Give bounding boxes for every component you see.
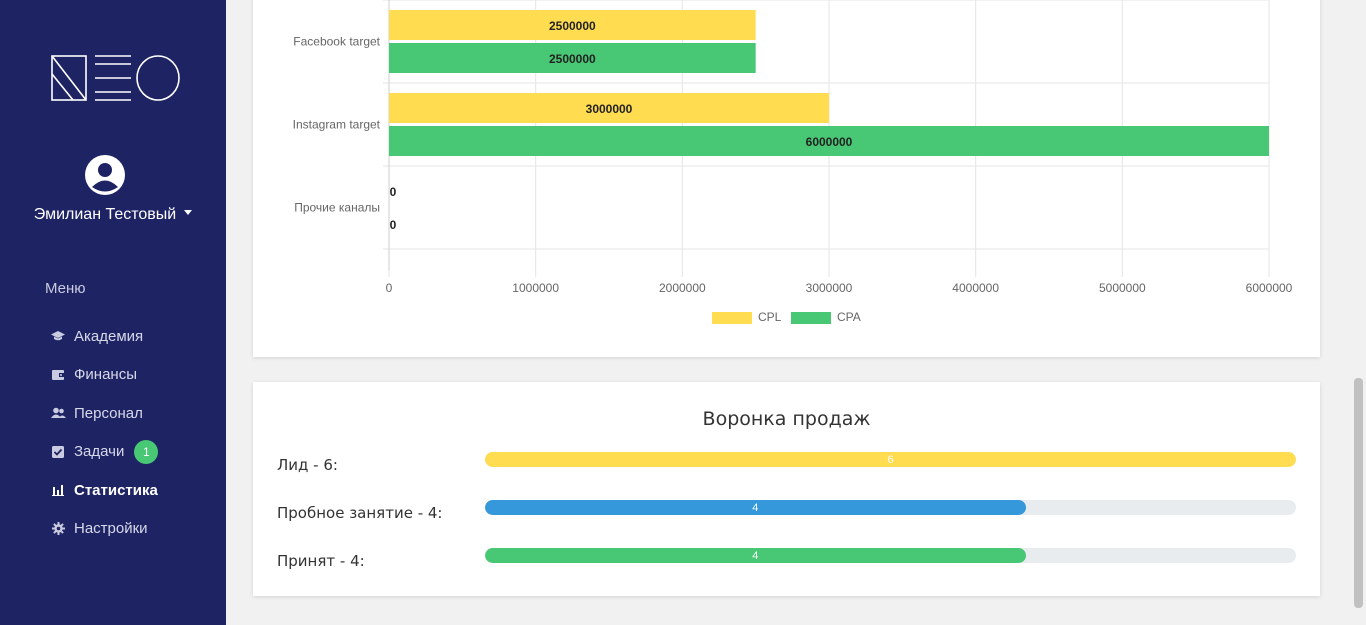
user-menu-toggle[interactable]: Эмилиан Тестовый bbox=[0, 206, 226, 224]
sidebar-item-label: Персонал bbox=[74, 404, 143, 422]
bar-cpl bbox=[389, 10, 756, 40]
x-tick-label: 1000000 bbox=[512, 281, 559, 295]
gear-icon bbox=[50, 521, 66, 537]
bar-cpl bbox=[389, 93, 829, 123]
menu-title: Меню bbox=[45, 280, 86, 297]
bar-chart-icon bbox=[50, 482, 66, 498]
legend-swatch-cpl bbox=[712, 312, 752, 324]
sales-funnel-card: Воронка продаж Лид - 6: 6 Пробное заняти… bbox=[253, 382, 1320, 596]
sidebar-item-label: Академия bbox=[74, 327, 144, 345]
funnel-progress-leads: 6 bbox=[485, 452, 1296, 467]
tasks-count-badge: 1 bbox=[134, 439, 159, 464]
sidebar-item-finance[interactable]: Финансы bbox=[0, 356, 226, 395]
funnel-title: Воронка продаж bbox=[702, 408, 871, 430]
sidebar-item-academy[interactable]: Академия bbox=[0, 317, 226, 356]
sidebar-item-label: Финансы bbox=[74, 366, 137, 384]
checkbox-icon bbox=[50, 444, 66, 460]
page-scrollbar[interactable] bbox=[1351, 0, 1366, 625]
cpl-cpa-bar-chart: 0 1000000 2000000 3000000 4000000 5000000 6000… bbox=[293, 0, 1293, 324]
y-category-label: Facebook target bbox=[293, 35, 380, 49]
neo-logo[interactable] bbox=[51, 54, 181, 102]
x-tick-label: 5000000 bbox=[1099, 281, 1146, 295]
x-tick-label: 0 bbox=[386, 281, 393, 295]
funnel-progress-accepted: 4 bbox=[485, 548, 1296, 563]
x-tick-label: 6000000 bbox=[1246, 281, 1293, 295]
legend-swatch-cpa bbox=[791, 312, 831, 324]
sidebar-item-statistics[interactable]: Статистика bbox=[0, 471, 226, 510]
funnel-progress-fill: 4 bbox=[485, 500, 1026, 515]
graduation-cap-icon bbox=[50, 328, 66, 344]
funnel-label-accepted: Принят - 4: bbox=[277, 552, 365, 570]
sidebar-item-settings[interactable]: Настройки bbox=[0, 510, 226, 549]
sidebar: Эмилиан Тестовый Меню Академия Финансы П… bbox=[0, 0, 226, 625]
funnel-progress-fill: 6 bbox=[485, 452, 1296, 467]
bar-cpa bbox=[389, 126, 1269, 156]
sidebar-item-tasks[interactable]: Задачи 1 bbox=[0, 433, 226, 472]
bar-value-label: 6000000 bbox=[806, 135, 853, 149]
bar-value-label: 3000000 bbox=[586, 102, 633, 116]
funnel-label-leads: Лид - 6: bbox=[277, 456, 338, 474]
users-icon bbox=[50, 405, 66, 421]
sidebar-menu: Академия Финансы Персонал Задачи 1 Ста bbox=[0, 317, 226, 548]
user-avatar-icon[interactable] bbox=[84, 154, 126, 196]
bar-value-label: 0 bbox=[390, 185, 397, 199]
funnel-progress-fill: 4 bbox=[485, 548, 1026, 563]
bar-cpa bbox=[389, 43, 756, 73]
legend-label-cpl: CPL bbox=[758, 310, 782, 324]
bar-value-label: 2500000 bbox=[549, 19, 596, 33]
bar-value-label: 2500000 bbox=[549, 52, 596, 66]
legend-label-cpa: CPA bbox=[837, 310, 861, 324]
x-tick-label: 4000000 bbox=[952, 281, 999, 295]
x-tick-label: 2000000 bbox=[659, 281, 706, 295]
sidebar-item-label: Статистика bbox=[74, 481, 158, 499]
sidebar-item-label: Настройки bbox=[74, 520, 148, 538]
x-tick-label: 3000000 bbox=[806, 281, 853, 295]
scrollbar-thumb[interactable] bbox=[1354, 378, 1363, 608]
y-category-label: Instagram target bbox=[293, 118, 381, 132]
funnel-label-trial: Пробное занятие - 4: bbox=[277, 504, 443, 522]
caret-down-icon bbox=[184, 210, 193, 216]
user-name: Эмилиан Тестовый bbox=[33, 206, 177, 223]
sidebar-item-staff[interactable]: Персонал bbox=[0, 394, 226, 433]
wallet-icon bbox=[50, 367, 66, 383]
y-category-label: Прочие каналы bbox=[294, 201, 380, 215]
sidebar-item-label: Задачи bbox=[74, 443, 125, 461]
funnel-progress-trial: 4 bbox=[485, 500, 1296, 515]
bar-value-label: 0 bbox=[390, 218, 397, 232]
cost-chart-card: 0 1000000 2000000 3000000 4000000 5000000 6000… bbox=[253, 0, 1320, 357]
